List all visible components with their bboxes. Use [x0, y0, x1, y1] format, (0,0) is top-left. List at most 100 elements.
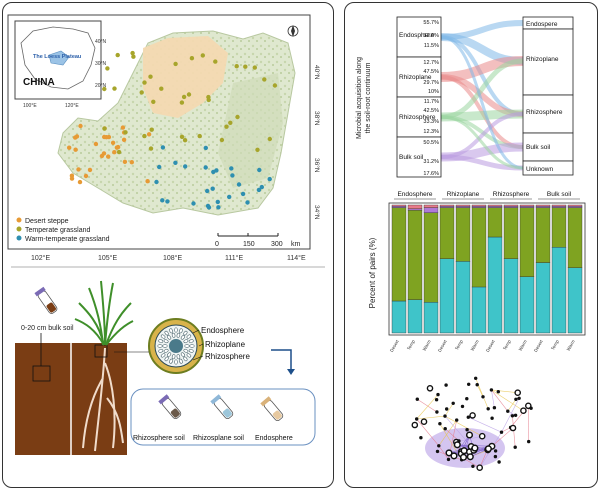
network-node: [497, 390, 500, 393]
root-cell: [175, 360, 178, 364]
network-node: [436, 393, 439, 396]
site-dot: [255, 148, 259, 152]
network-node: [415, 417, 418, 420]
chart-ylabel: Percent of pairs (%): [368, 237, 377, 308]
bar-segment-green: [408, 210, 422, 300]
network-node: [412, 422, 417, 427]
inset-lon-tick-1: 100°E: [23, 103, 37, 109]
scale-tick-150: 150: [243, 241, 255, 248]
bar-segment-cyan: [440, 259, 454, 333]
site-dot: [76, 167, 80, 171]
left-group-bulk: Bulk soil: [399, 154, 424, 161]
site-dot: [216, 205, 220, 209]
x-tick-label: Temp: [406, 339, 416, 351]
site-dot: [116, 145, 120, 149]
network-node: [427, 386, 432, 391]
site-dot: [111, 141, 115, 145]
site-dot: [211, 187, 215, 191]
network-node: [514, 398, 517, 401]
site-dot: [88, 168, 92, 172]
site-dot: [102, 126, 106, 130]
right-group-rhizosphere: Rhizosphere: [526, 109, 563, 116]
site-dot: [70, 176, 74, 180]
network-node: [471, 465, 474, 468]
network-node: [438, 422, 441, 425]
x-tick-label: Temp: [502, 339, 512, 351]
network-edge: [417, 416, 445, 419]
x-tick-label: Warm: [422, 339, 432, 352]
x-tick-label: Desert: [485, 338, 496, 353]
site-dot: [105, 66, 109, 70]
bar-segment-pink: [440, 205, 454, 206]
left-percent-label: 31.2%: [423, 159, 439, 165]
site-dot: [211, 170, 215, 174]
alluvial-ylabel-2: the soil-root continuum: [365, 62, 372, 133]
network-node: [452, 402, 455, 405]
network-node: [467, 432, 473, 438]
site-dot: [130, 51, 134, 55]
site-dot: [183, 164, 187, 168]
right-group-unknown: Unknown: [526, 166, 553, 173]
network-edge: [417, 399, 437, 412]
site-dot: [102, 87, 106, 91]
site-dot: [78, 124, 82, 128]
left-panel: The Loess Plateau CHINA 100°E 120°E 40°N…: [2, 2, 334, 488]
x-tick-label: Desert: [389, 338, 400, 353]
network-node: [435, 398, 438, 401]
tube-label-endosphere: Endosphere: [255, 435, 293, 442]
network-node: [527, 440, 530, 443]
root-cell: [158, 345, 162, 348]
site-dot: [191, 201, 195, 205]
network-node: [490, 388, 493, 391]
site-dot: [106, 154, 110, 158]
site-dot: [149, 146, 153, 150]
tube-label-rhizosphere: Rhizosphere soil: [133, 435, 185, 442]
lon-tick-108: 108°E: [163, 254, 182, 262]
bulk-soil-label: 0-20 cm bulk soil: [21, 325, 74, 332]
network-node: [465, 397, 468, 400]
network-edge: [491, 390, 494, 408]
bar-segment-pink: [424, 205, 438, 208]
compartment-rhizosphere: Rhizosphere: [205, 352, 250, 361]
site-dot: [159, 87, 163, 91]
site-dot: [173, 62, 177, 66]
site-dot: [104, 135, 108, 139]
facet-header: Bulk soil: [547, 191, 572, 198]
bar-segment-pink: [488, 205, 502, 206]
bar-segment-green: [488, 208, 502, 237]
legend-temperate-dot: [17, 227, 22, 232]
network-node: [529, 407, 532, 410]
network-node: [419, 436, 422, 439]
left-percent-label: 33.3%: [423, 119, 439, 125]
bar-segment-cyan: [472, 287, 486, 333]
bar-segment-green: [392, 208, 406, 301]
site-dot: [229, 166, 233, 170]
site-dot: [183, 138, 187, 142]
x-tick-label: Warm: [518, 339, 528, 352]
site-dot: [268, 137, 272, 141]
alluvial-ylabel-1: Microbial acquisition along: [356, 57, 363, 139]
network-node: [474, 377, 477, 380]
bar-segment-cyan: [456, 261, 470, 333]
left-percent-label: 17.6%: [423, 171, 439, 177]
scale-tick-300: 300: [271, 241, 283, 248]
bar-segment-green: [568, 208, 582, 268]
site-dot: [220, 138, 224, 142]
inset-lon-tick-2: 120°E: [65, 103, 79, 109]
lat-tick-40: 40°N: [313, 65, 321, 80]
network-node: [455, 418, 458, 421]
network-node: [416, 398, 419, 401]
network-node: [506, 410, 509, 413]
bar-segment-pink: [536, 205, 550, 206]
bar-segment-cyan: [424, 302, 438, 333]
network-node: [497, 460, 500, 463]
bar-segment-cyan: [520, 277, 534, 333]
left-percent-label: 42.5%: [423, 108, 439, 114]
site-dot: [140, 90, 144, 94]
bar-segment-cyan: [504, 259, 518, 333]
site-dot: [235, 64, 239, 68]
grass-plant-icon: [75, 281, 133, 345]
